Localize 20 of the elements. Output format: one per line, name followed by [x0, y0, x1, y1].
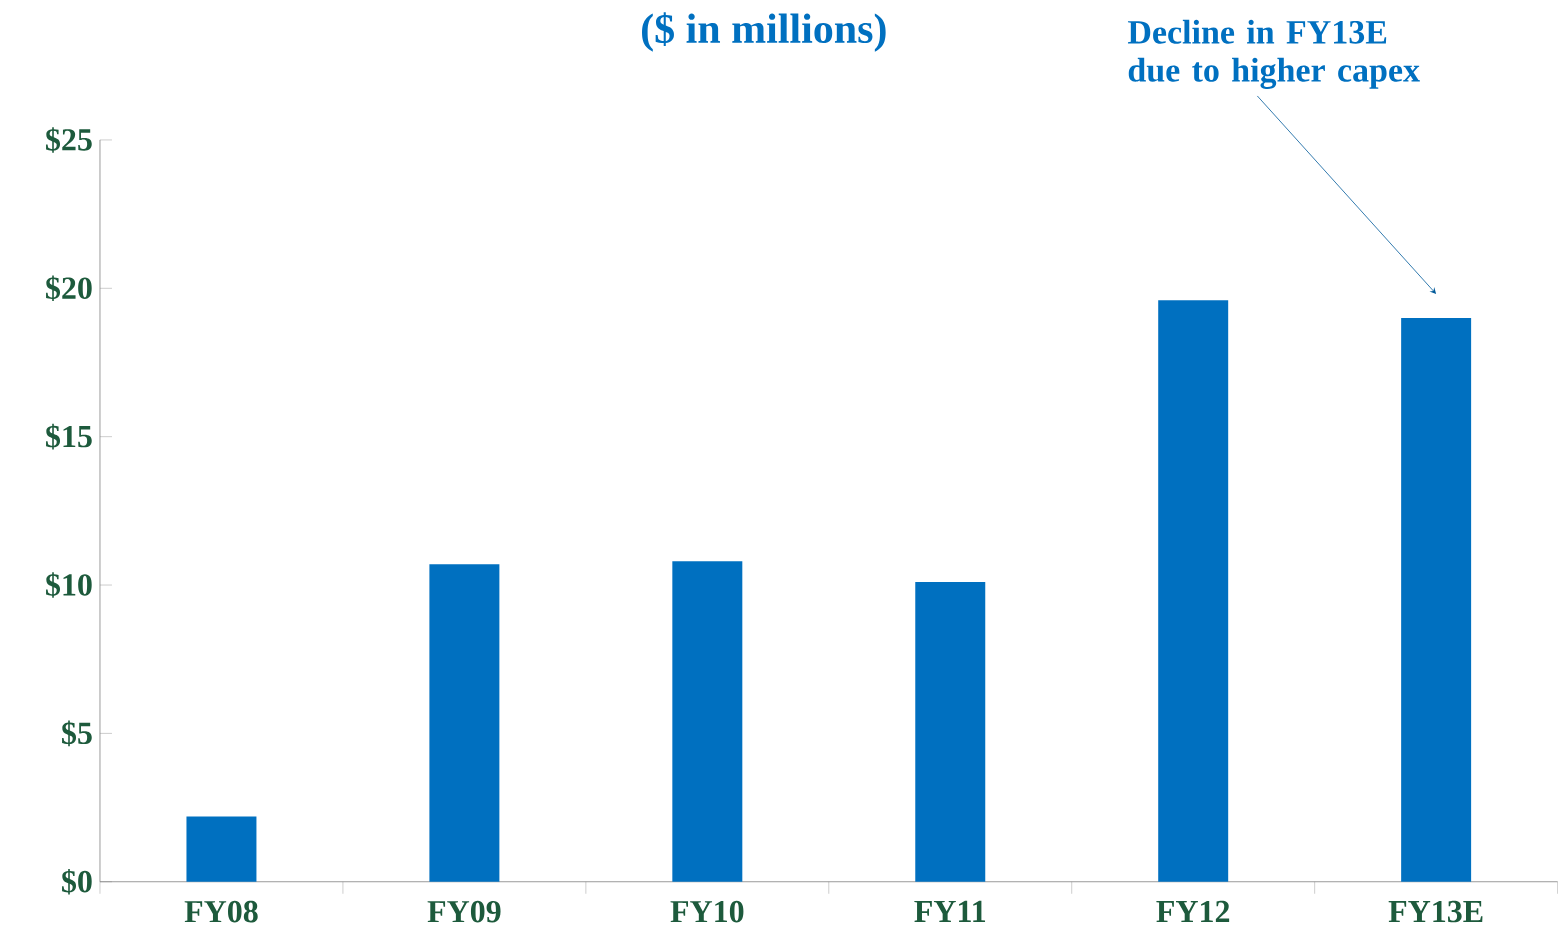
- y-tick-label: $25: [46, 127, 92, 153]
- text: Decline in FY13E due to higher capex: [1127, 19, 1420, 90]
- bar: [1158, 300, 1229, 882]
- bar: [429, 564, 500, 882]
- x-tick-label: FY11: [914, 900, 986, 923]
- bar: [915, 582, 986, 882]
- x-tick-label: FY12: [1156, 900, 1230, 923]
- y-tick-label: $5: [62, 720, 92, 747]
- bar: [1401, 318, 1472, 882]
- x-tick-label: FY13E: [1388, 900, 1483, 923]
- y-tick-label: $20: [46, 275, 92, 302]
- chart-title: ($ in millions): [642, 12, 886, 52]
- y-tick-label: $10: [46, 572, 92, 598]
- y-tick-label: $15: [46, 423, 92, 450]
- x-tick-label: FY08: [184, 900, 258, 923]
- bar: [672, 561, 743, 882]
- bar: [186, 816, 257, 882]
- x-tick-label: FY09: [427, 900, 501, 923]
- y-tick-label: $0: [62, 869, 92, 895]
- x-tick-label: FY10: [670, 900, 744, 923]
